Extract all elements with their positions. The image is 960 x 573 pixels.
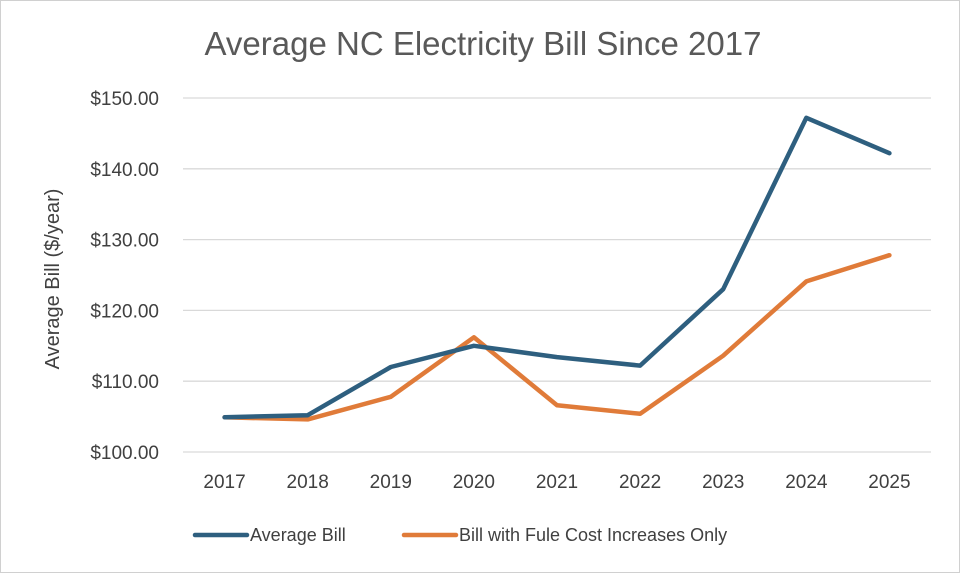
legend: Average Bill Bill with Fule Cost Increase…	[192, 525, 727, 545]
y-tick-label: $150.00	[90, 89, 159, 110]
x-tick-label: 2025	[868, 472, 910, 493]
x-tick-label: 2020	[453, 472, 495, 493]
y-axis-ticks: $100.00 $110.00 $120.00 $130.00 $140.00 $150.…	[90, 89, 159, 464]
y-axis-label: Average Bill ($/year)	[42, 189, 64, 370]
x-tick-label: 2018	[287, 472, 329, 493]
chart-title: Average NC Electricity Bill Since 2017	[205, 25, 762, 62]
x-tick-label: 2023	[702, 472, 744, 493]
x-axis-ticks: 2017 2018 2019 2020 2021 2022 2023 2024 2025	[203, 472, 910, 493]
series-lines	[222, 115, 892, 422]
y-tick-label: $110.00	[92, 372, 159, 393]
series-line-1	[222, 252, 892, 422]
y-tick-label: $140.00	[90, 160, 159, 181]
y-tick-label: $120.00	[90, 301, 159, 322]
x-tick-label: 2021	[536, 472, 578, 493]
x-tick-label: 2019	[370, 472, 412, 493]
x-tick-label: 2022	[619, 472, 661, 493]
y-tick-label: $100.00	[90, 443, 159, 464]
x-tick-label: 2024	[785, 472, 828, 493]
y-tick-label: $130.00	[90, 231, 159, 252]
x-tick-label: 2017	[203, 472, 245, 493]
legend-label-0: Average Bill	[250, 525, 346, 545]
series-line-0	[222, 115, 892, 420]
gridlines	[183, 97, 931, 453]
legend-label-1: Bill with Fule Cost Increases Only	[459, 525, 727, 545]
